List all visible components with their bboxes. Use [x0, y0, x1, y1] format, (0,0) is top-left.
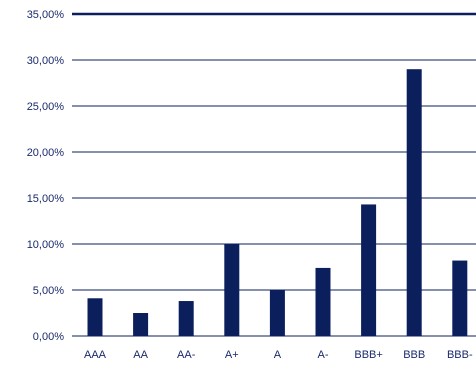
- y-tick-label: 30,00%: [27, 55, 65, 67]
- y-tick-label: 35,00%: [27, 9, 65, 21]
- x-tick-label: BBB: [403, 349, 425, 361]
- bars: [87, 69, 468, 336]
- y-tick-label: 25,00%: [27, 101, 65, 113]
- bar-a: [269, 290, 285, 336]
- y-tick-label: 15,00%: [27, 193, 65, 205]
- x-tick-label: AA: [133, 349, 148, 361]
- y-tick-label: 5,00%: [33, 285, 64, 297]
- x-tick-label: AAA: [84, 349, 107, 361]
- bar-aa-minus: [178, 301, 194, 336]
- y-tick-label: 10,00%: [27, 239, 65, 251]
- x-axis-labels: AAA AA AA- A+ A A- BBB+ BBB BBB-: [84, 349, 473, 361]
- x-tick-label: BBB-: [447, 349, 473, 361]
- x-tick-label: AA-: [177, 349, 196, 361]
- x-tick-label: A+: [225, 349, 239, 361]
- bar-bbb-plus: [361, 204, 377, 336]
- x-tick-label: BBB+: [354, 349, 382, 361]
- x-tick-label: A-: [318, 349, 329, 361]
- x-tick-label: A: [274, 349, 282, 361]
- bar-aa: [133, 313, 149, 336]
- y-tick-label: 20,00%: [27, 147, 65, 159]
- gridlines: [72, 12, 476, 337]
- bar-bbb-minus: [452, 260, 468, 336]
- bar-aaa: [87, 298, 103, 336]
- y-axis-labels: 0,00% 5,00% 10,00% 15,00% 20,00% 25,00% 30,00%…: [27, 9, 65, 343]
- bar-a-plus: [224, 244, 240, 336]
- y-tick-label: 0,00%: [33, 331, 64, 343]
- bar-a-minus: [315, 267, 331, 336]
- bar-bbb: [406, 69, 422, 336]
